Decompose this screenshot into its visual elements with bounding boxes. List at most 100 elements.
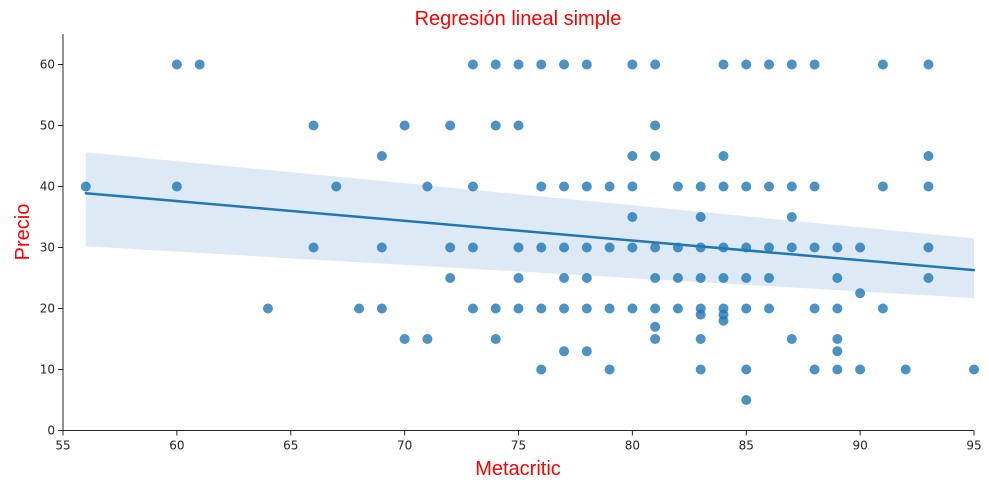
- data-point: [467, 242, 478, 253]
- data-point: [490, 303, 501, 314]
- data-point: [832, 303, 843, 314]
- data-point: [672, 273, 683, 283]
- data-point: [445, 120, 456, 131]
- data-point: [764, 273, 775, 283]
- data-point: [581, 181, 592, 192]
- data-point: [969, 364, 979, 375]
- data-point: [923, 273, 934, 283]
- data-point: [764, 181, 775, 192]
- y-tick-label: 60: [40, 58, 55, 72]
- data-point: [422, 334, 433, 344]
- data-point: [581, 59, 592, 70]
- data-point: [490, 59, 501, 70]
- data-point: [604, 181, 615, 192]
- y-ticks-layer: 0 10 20 30 40 50 60: [40, 58, 63, 438]
- data-point: [877, 303, 888, 314]
- data-point: [376, 151, 387, 161]
- data-point: [308, 242, 319, 253]
- data-point: [536, 364, 547, 375]
- data-point: [627, 303, 638, 314]
- y-tick-label: 50: [40, 119, 55, 133]
- data-point: [786, 242, 797, 253]
- data-point: [650, 321, 661, 332]
- data-point: [581, 273, 592, 283]
- data-point: [627, 151, 638, 161]
- data-point: [559, 181, 570, 192]
- data-point: [331, 181, 342, 192]
- data-point: [627, 212, 638, 222]
- x-tick-label: 80: [625, 439, 640, 453]
- data-point: [650, 242, 661, 253]
- data-point: [855, 288, 866, 299]
- chart-title: Regresión lineal simple: [415, 8, 622, 30]
- data-point: [490, 120, 501, 131]
- data-point: [399, 334, 410, 344]
- data-point: [513, 242, 524, 253]
- data-point: [695, 309, 706, 320]
- y-axis-title: Precio: [12, 204, 34, 261]
- x-ticks-layer: 55 60 65 70 75 80 85 90 95: [55, 430, 982, 453]
- data-point: [786, 181, 797, 192]
- x-tick-label: 65: [283, 439, 298, 453]
- data-point: [194, 59, 205, 70]
- data-point: [832, 242, 843, 253]
- data-point: [650, 120, 661, 131]
- data-point: [718, 59, 729, 70]
- x-tick-label: 85: [739, 439, 754, 453]
- data-point: [672, 303, 683, 314]
- data-point: [650, 151, 661, 161]
- data-point: [741, 303, 752, 314]
- data-point: [559, 303, 570, 314]
- x-tick-label: 90: [852, 439, 867, 453]
- data-point: [672, 181, 683, 192]
- data-point: [559, 242, 570, 253]
- y-tick-label: 40: [40, 180, 55, 194]
- data-point: [513, 59, 524, 70]
- data-point: [741, 273, 752, 283]
- data-point: [581, 303, 592, 314]
- data-point: [490, 334, 501, 344]
- data-point: [354, 303, 365, 314]
- regression-line-layer: [84, 191, 976, 272]
- data-point: [923, 181, 934, 192]
- data-point: [695, 334, 706, 344]
- data-point: [604, 303, 615, 314]
- data-point: [376, 303, 387, 314]
- data-point: [536, 303, 547, 314]
- data-point: [718, 151, 729, 161]
- data-point: [536, 181, 547, 192]
- data-point: [832, 364, 843, 375]
- data-point: [877, 181, 888, 192]
- data-point: [695, 364, 706, 375]
- x-tick-label: 55: [55, 439, 70, 453]
- data-point: [513, 120, 524, 131]
- data-point: [809, 364, 820, 375]
- data-point: [900, 364, 911, 375]
- data-point: [536, 242, 547, 253]
- data-point: [559, 273, 570, 283]
- data-point: [650, 303, 661, 314]
- x-tick-label: 60: [169, 439, 184, 453]
- data-point: [650, 59, 661, 70]
- data-point: [786, 334, 797, 344]
- data-point: [695, 212, 706, 222]
- data-point: [627, 181, 638, 192]
- data-point: [764, 303, 775, 314]
- y-tick-label: 30: [40, 241, 55, 255]
- data-point: [445, 242, 456, 253]
- data-point: [422, 181, 433, 192]
- data-point: [741, 364, 752, 375]
- data-point: [923, 151, 934, 161]
- y-tick-label: 0: [47, 424, 55, 438]
- data-point: [536, 59, 547, 70]
- data-point: [559, 59, 570, 70]
- regression-line: [84, 191, 976, 272]
- data-point: [718, 273, 729, 283]
- confidence-band-layer: [85, 152, 974, 299]
- data-point: [741, 181, 752, 192]
- data-point: [581, 346, 592, 357]
- data-point: [171, 181, 182, 192]
- data-point: [741, 395, 752, 405]
- data-point: [923, 59, 934, 70]
- data-point: [923, 242, 934, 253]
